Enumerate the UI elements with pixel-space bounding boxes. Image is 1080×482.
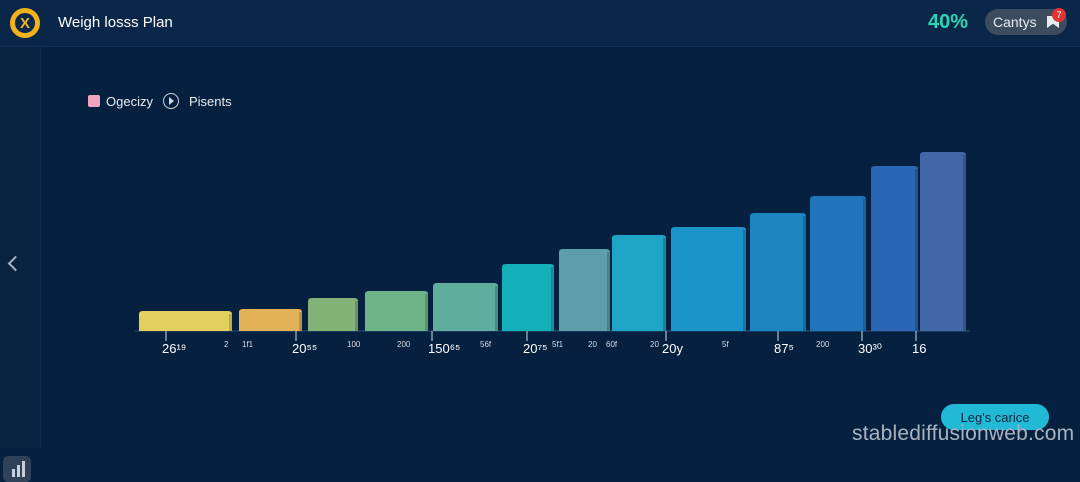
tick-label: 20⁷⁵ — [523, 341, 548, 356]
bar-side-2 — [299, 312, 302, 331]
minor-label: 1f1 — [242, 340, 254, 349]
tick-label: 30³⁰ — [858, 341, 882, 356]
minor-label: 200 — [397, 340, 411, 349]
bar-chart: 26¹⁹ 20⁵⁵ 150⁶⁵ 20⁷⁵ 20y 87⁵ 30³⁰ 16 2 1f1 100 200 5… — [135, 152, 970, 356]
legend-label-1: Ogecizy — [106, 93, 153, 109]
app-logo-icon[interactable]: X — [10, 8, 40, 38]
notification-badge[interactable]: 7 — [1052, 8, 1066, 22]
bar-6 — [502, 264, 554, 331]
bar-side-10 — [803, 216, 806, 331]
bar-1 — [139, 311, 232, 331]
minor-label: 5f1 — [552, 340, 564, 349]
bar-side-12 — [915, 169, 918, 331]
bar-3 — [308, 298, 358, 331]
bar-2 — [239, 309, 302, 331]
bar-side-6 — [551, 267, 554, 331]
page-title: Weigh losss Plan — [58, 14, 173, 31]
watermark: stablediffusionweb.com — [852, 422, 1075, 445]
lets-carice-button[interactable]: Leg's carice — [941, 404, 1049, 430]
bar-side-8 — [663, 238, 666, 331]
bar-10 — [750, 213, 806, 331]
tick-label: 20⁵⁵ — [292, 341, 317, 356]
legend-label-2: Pisents — [188, 93, 232, 109]
minor-label: 200 — [816, 340, 830, 349]
chart-legend: Ogecizy Pisents — [88, 93, 232, 109]
app-header: X Weigh losss Plan 40% Cantys 7 — [0, 0, 1080, 47]
category-pill-label: Cantys — [993, 14, 1037, 30]
bar-side-9 — [743, 230, 746, 331]
bar-7 — [559, 249, 610, 331]
minor-label: 5f — [722, 340, 729, 349]
bar-5 — [433, 283, 498, 331]
chevron-left-icon[interactable] — [7, 255, 24, 272]
progress-percent: 40% — [928, 11, 969, 33]
menu-button[interactable] — [3, 456, 31, 482]
legend-swatch-pink — [88, 95, 100, 107]
minor-label: 20 — [650, 340, 659, 349]
bar-8 — [612, 235, 666, 331]
minor-label: 20 — [588, 340, 597, 349]
bar-side-1 — [229, 314, 232, 331]
sidebar — [0, 47, 41, 482]
bar-side-4 — [425, 294, 428, 331]
bar-9 — [671, 227, 746, 331]
menu-icon — [12, 469, 15, 477]
minor-label: 2 — [224, 340, 229, 349]
tick-label: 20y — [662, 341, 683, 356]
bar-side-3 — [355, 301, 358, 331]
bar-12 — [871, 166, 918, 331]
bar-side-5 — [495, 286, 498, 331]
minor-label: 60f — [606, 340, 618, 349]
bar-side-13 — [963, 155, 966, 331]
bar-13 — [920, 152, 966, 331]
bar-side-7 — [607, 252, 610, 331]
minor-label: 100 — [347, 340, 361, 349]
tick-label: 150⁶⁵ — [428, 341, 460, 356]
tick-label: 16 — [912, 341, 926, 356]
tick-label: 26¹⁹ — [162, 341, 186, 356]
bar-side-11 — [863, 199, 866, 331]
tick-label: 87⁵ — [774, 341, 794, 356]
play-circle-icon[interactable] — [162, 93, 179, 109]
minor-label: 56f — [480, 340, 492, 349]
bar-4 — [365, 291, 428, 331]
bar-11 — [810, 196, 866, 331]
